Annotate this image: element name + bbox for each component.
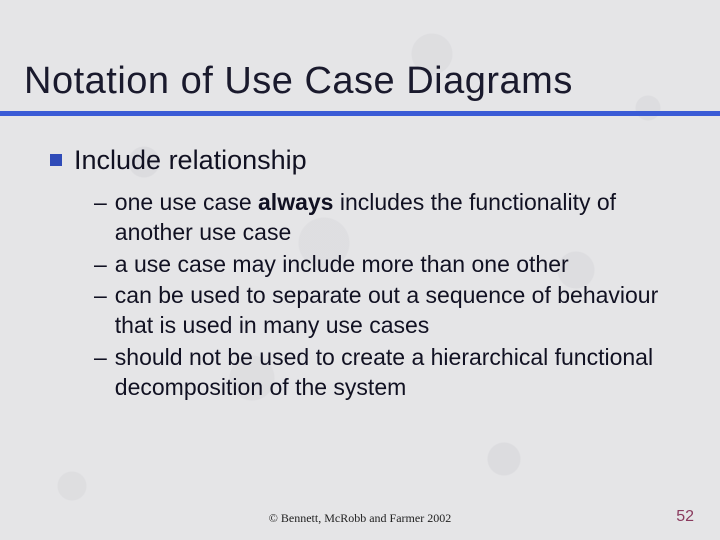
dash-icon: – [94,250,107,280]
main-bullet: Include relationship [50,144,670,178]
slide-title: Notation of Use Case Diagrams [0,0,720,111]
sub-bullet-text: a use case may include more than one oth… [115,250,569,280]
sub-bullet-item: – can be used to separate out a sequence… [94,281,670,341]
sub-bullet-item: – should not be used to create a hierarc… [94,343,670,403]
sub-bullet-text: can be used to separate out a sequence o… [115,281,670,341]
copyright-footer: © Bennett, McRobb and Farmer 2002 [0,511,720,526]
dash-icon: – [94,281,107,311]
content-area: Include relationship – one use case alwa… [0,116,720,403]
page-number: 52 [676,508,694,526]
dash-icon: – [94,343,107,373]
sub-bullet-text: one use case always includes the functio… [115,188,670,248]
sub-bullet-item: – a use case may include more than one o… [94,250,670,280]
sub-bullet-item: – one use case always includes the funct… [94,188,670,248]
main-bullet-text: Include relationship [74,144,307,178]
dash-icon: – [94,188,107,218]
sub-bullet-text: should not be used to create a hierarchi… [115,343,670,403]
sub-bullet-list: – one use case always includes the funct… [50,184,670,403]
square-bullet-icon [50,154,62,166]
